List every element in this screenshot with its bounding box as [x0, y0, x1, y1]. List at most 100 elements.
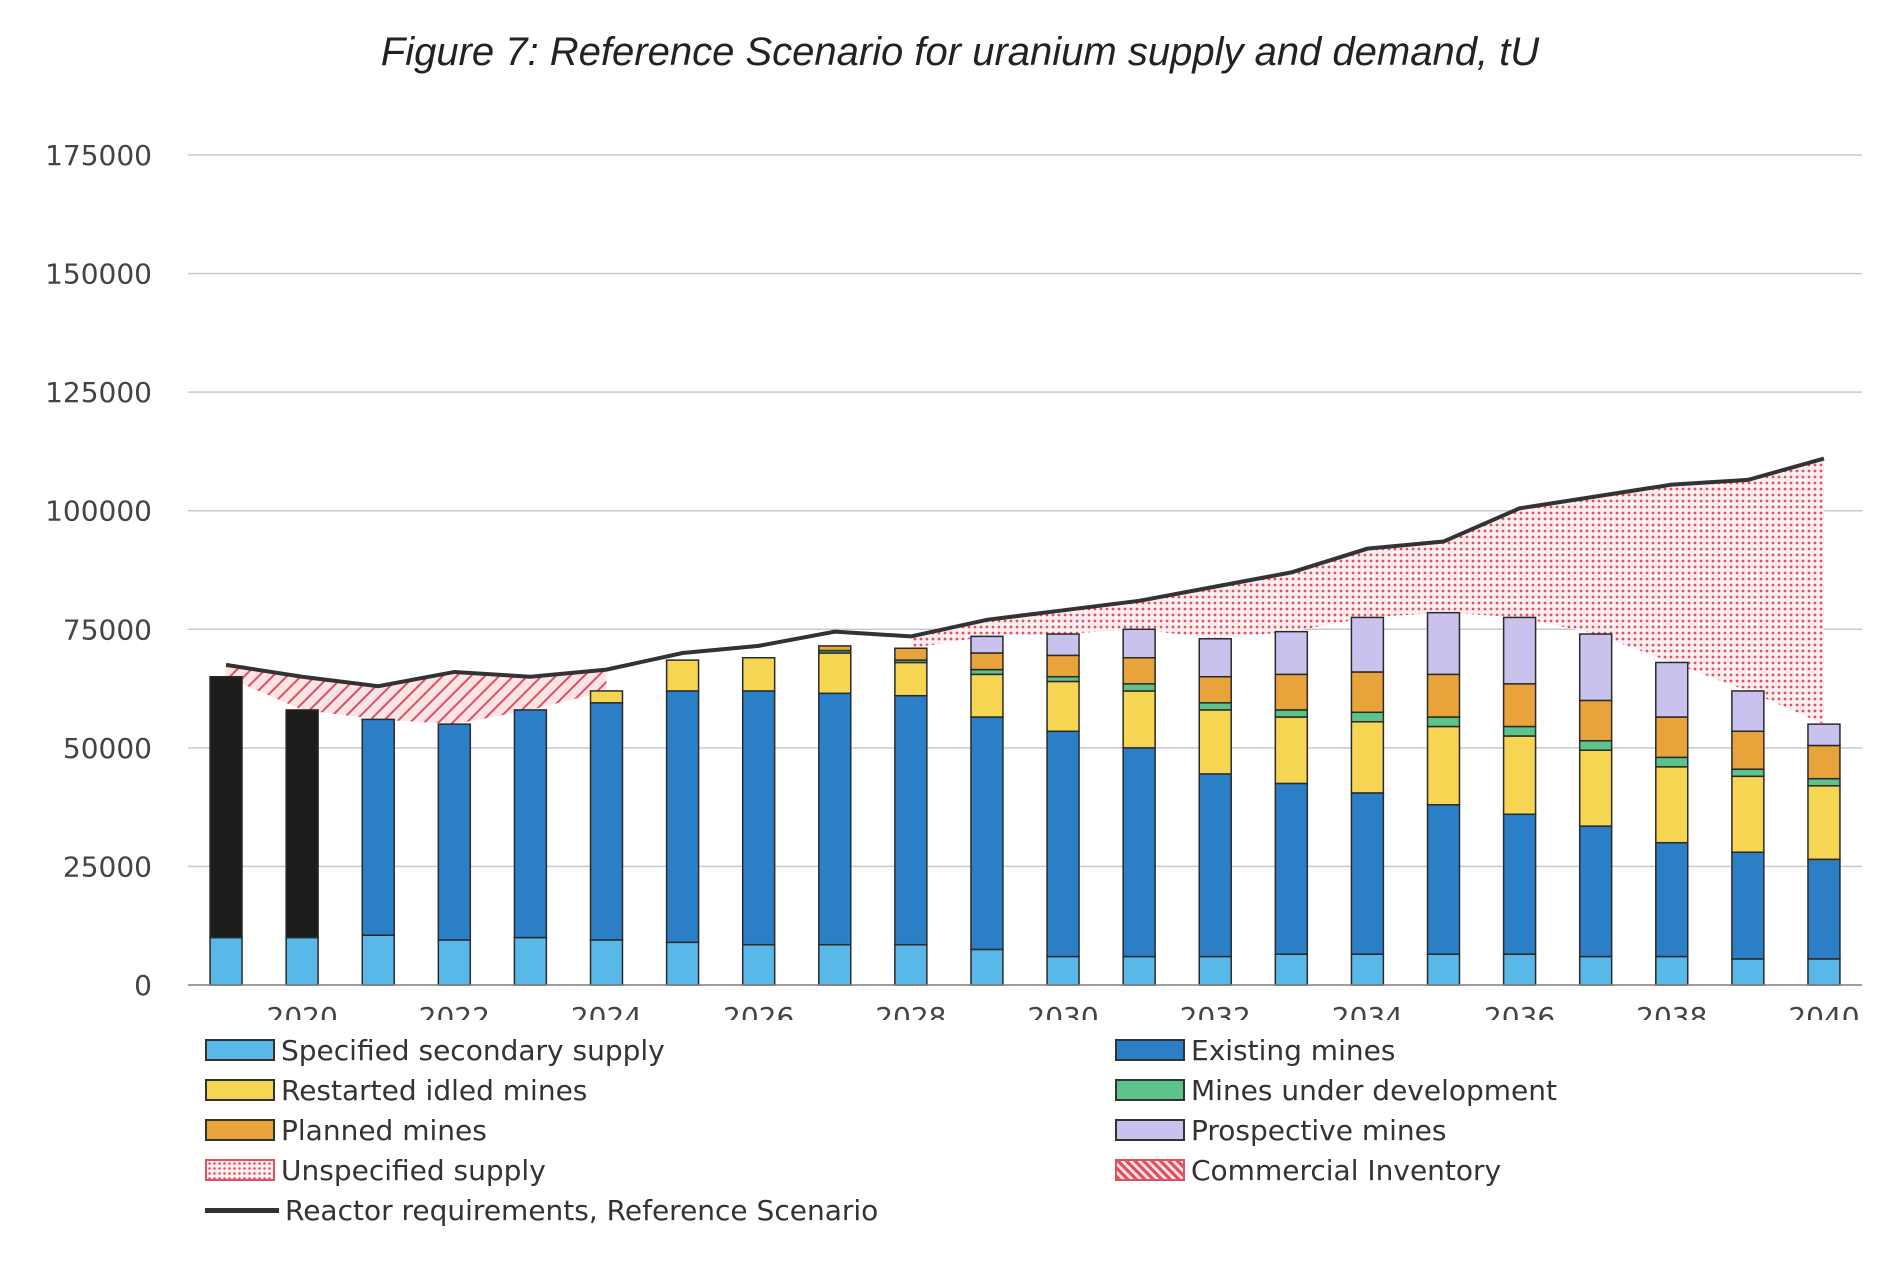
bar-specified-secondary-supply: [589, 939, 624, 986]
bar-specified-secondary-supply: [361, 934, 395, 986]
bar-existing-mines: [894, 694, 928, 946]
bar-restarted-idled-mines: [1655, 766, 1689, 844]
bar-planned-mines: [1122, 656, 1156, 685]
legend-swatch: [1115, 1079, 1185, 1101]
x-tick-label: 2020: [267, 1001, 338, 1020]
bars: [209, 611, 1841, 986]
y-tick-label: 175000: [45, 139, 152, 172]
bar-specified-secondary-supply: [818, 943, 852, 986]
legend-line-swatch: [205, 1207, 279, 1213]
bar-prospective-mines: [1655, 661, 1689, 718]
bar-mines-under-development: [1350, 711, 1385, 723]
bar-specified-secondary-supply: [894, 943, 928, 986]
legend-swatch: [1115, 1039, 1185, 1061]
bar-planned-mines: [818, 645, 852, 652]
x-tick-label: 2032: [1180, 1001, 1251, 1020]
bar-planned-mines: [1731, 730, 1765, 770]
legend-label: Existing mines: [1191, 1033, 1396, 1067]
x-tick-label: 2024: [571, 1001, 642, 1020]
bar-specified-secondary-supply: [970, 948, 1004, 986]
bar-specified-secondary-supply: [1274, 953, 1309, 986]
legend-swatch: [205, 1159, 275, 1181]
bar-planned-mines: [1046, 654, 1080, 678]
bar-prospective-mines: [1807, 723, 1841, 747]
chart-title: Figure 7: Reference Scenario for uranium…: [380, 30, 1540, 74]
bar-mines-under-development: [1578, 739, 1613, 751]
bar-prospective-mines: [1122, 628, 1156, 659]
bar-specified-secondary-supply: [1046, 955, 1080, 986]
bar-restarted-idled-mines: [1731, 775, 1765, 853]
reactor-line: [225, 456, 1825, 689]
bar-existing-mines: [1655, 841, 1689, 958]
legend-swatch: [1115, 1159, 1185, 1181]
bar-specified-secondary-supply: [1578, 955, 1613, 986]
x-tick-label: 2026: [723, 1001, 794, 1020]
bar-specified-secondary-supply: [1122, 955, 1156, 986]
legend-item: Reactor requirements, Reference Scenario: [205, 1192, 878, 1228]
bar-restarted-idled-mines: [1350, 721, 1385, 794]
bar-specified-secondary-supply: [1655, 955, 1689, 986]
bar-existing-mines: [1731, 851, 1765, 960]
bar-existing-mines: [1578, 825, 1613, 958]
legend-label: Mines under development: [1191, 1073, 1558, 1107]
bar-existing-mines: [1426, 804, 1461, 955]
legend-label: Restarted idled mines: [281, 1073, 588, 1107]
x-tick-label: 2022: [419, 1001, 490, 1020]
bar-restarted-idled-mines: [894, 661, 928, 697]
bar-restarted-idled-mines: [818, 652, 852, 695]
bar-mines-under-development: [1426, 716, 1461, 728]
bar-mines-under-development: [1198, 702, 1232, 711]
legend-label: Reactor requirements, Reference Scenario: [285, 1193, 879, 1227]
bar-existing-mines: [1046, 730, 1080, 958]
bar-specified-secondary-supply: [513, 936, 548, 986]
bar-existing-mines: [1198, 773, 1232, 958]
bar-restarted-idled-mines: [665, 659, 700, 692]
plot-area: 0 25000 50000 75000 100000 125000 150000 175000…: [45, 139, 1862, 1020]
legend-swatch: [205, 1119, 275, 1141]
legend-item: Specified secondary supply: [205, 1032, 665, 1068]
bar-mines-under-development: [1122, 683, 1156, 692]
bar-mines-under-development: [1502, 725, 1537, 737]
bar-existing-mines: [818, 692, 852, 946]
bar-specified-secondary-supply: [1731, 958, 1765, 986]
bar-existing-mines: [1274, 782, 1309, 955]
bar-prospective-mines: [1198, 638, 1232, 678]
legend-item: Existing mines: [1115, 1032, 1395, 1068]
x-tick-label: 2030: [1027, 1001, 1098, 1020]
x-tick-label: 2034: [1332, 1001, 1403, 1020]
bar-prospective-mines: [1731, 690, 1765, 733]
y-axis: 0 25000 50000 75000 100000 125000 150000 175000: [45, 139, 152, 1002]
x-tick-label: 2028: [875, 1001, 946, 1020]
bar-mines-under-development: [1807, 777, 1841, 787]
legend-item: Prospective mines: [1115, 1112, 1446, 1148]
bar-specified-secondary-supply: [285, 936, 319, 986]
bar-specified-secondary-supply: [1502, 953, 1537, 986]
bar-planned-mines: [1426, 673, 1461, 718]
bar-specified-secondary-supply: [1807, 958, 1841, 986]
bar-planned-mines: [1350, 671, 1385, 714]
legend-label: Commercial Inventory: [1191, 1153, 1502, 1187]
bar-restarted-idled-mines: [1807, 785, 1841, 861]
bar-prospective-mines: [1426, 611, 1461, 676]
bar-existing-mines: [665, 690, 700, 944]
unspecified-supply-area: [910, 458, 1824, 725]
bar-existing-mines: [1807, 858, 1841, 960]
legend-label: Planned mines: [281, 1113, 487, 1147]
bar-prospective-mines: [1578, 633, 1613, 702]
bar-planned-mines: [1807, 744, 1841, 780]
bar-restarted-idled-mines: [589, 690, 624, 704]
bar-existing-mines: [513, 709, 548, 939]
bar-planned-mines: [970, 652, 1004, 671]
bar-prospective-mines: [970, 635, 1004, 654]
y-tick-label: 75000: [63, 613, 152, 646]
bar-restarted-idled-mines: [1578, 749, 1613, 827]
legend-swatch: [1115, 1119, 1185, 1141]
bar-specified-secondary-supply: [1198, 955, 1232, 986]
bar-planned-mines: [1655, 716, 1689, 759]
reactor-requirements-line: [225, 456, 1825, 689]
bar-existing-mines: [970, 716, 1004, 951]
bar-specified-secondary-supply: [437, 939, 472, 986]
bar-specified-secondary-supply: [209, 936, 243, 986]
x-tick-label: 2038: [1636, 1001, 1707, 1020]
legend-label: Specified secondary supply: [281, 1033, 665, 1067]
